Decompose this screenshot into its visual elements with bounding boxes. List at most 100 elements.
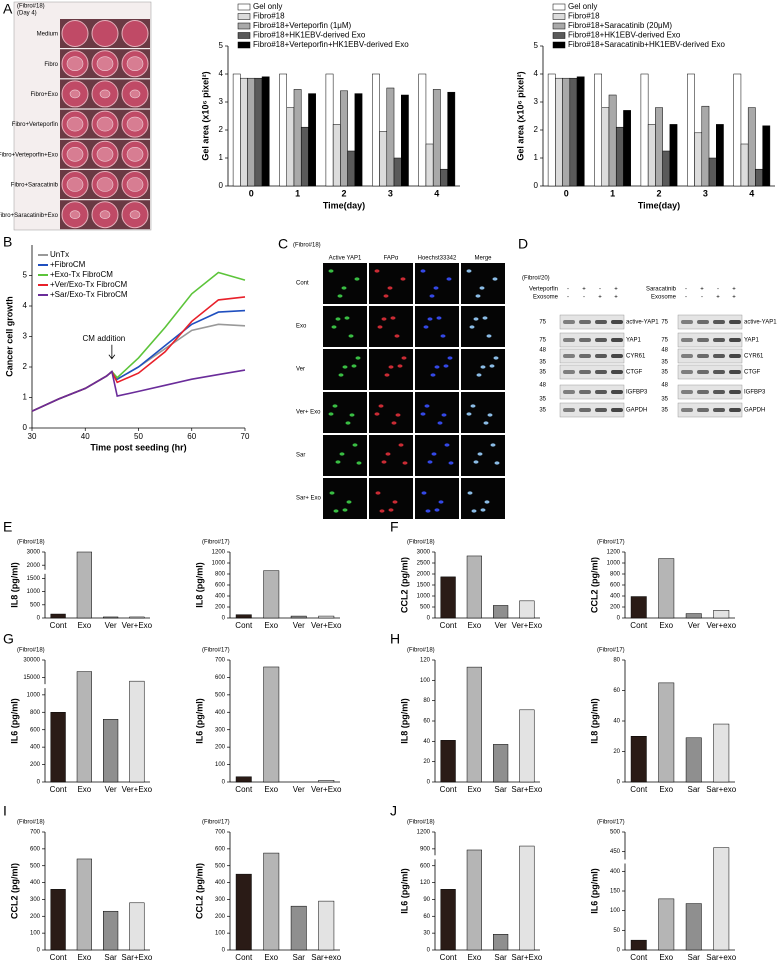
y-tick-label: 300 (30, 897, 41, 903)
mw-marker: 35 (661, 370, 668, 376)
cell (484, 500, 490, 504)
bar (318, 615, 335, 619)
cell (490, 443, 496, 447)
band-label: CTGF (744, 370, 761, 376)
micrograph (369, 306, 413, 347)
band-label: active-YAP1 (744, 320, 777, 326)
legend-label: Fibro#18+HK1EBV-derived Exo (568, 31, 681, 40)
bar (519, 600, 535, 619)
axis-break (621, 859, 629, 864)
y-tick-label: 2 (534, 125, 539, 134)
y-tick-label: 400 (30, 880, 41, 886)
x-tick-label: Ver (293, 621, 305, 630)
blot (677, 384, 743, 400)
row-label: Medium (37, 32, 58, 38)
bar (630, 939, 647, 951)
legend-label: Fibro#18+HK1EBV-derived Exo (253, 31, 366, 40)
bar (103, 719, 119, 783)
bar (685, 903, 702, 951)
micrograph (369, 478, 413, 519)
cell (489, 364, 495, 368)
y-tick-label: 500 (30, 602, 41, 608)
bar (76, 551, 92, 619)
bar (440, 740, 456, 783)
bar (733, 73, 742, 187)
band-label: CTGF (626, 370, 643, 376)
sign: - (599, 287, 601, 293)
x-axis-label: Time post seeding (hr) (90, 442, 186, 452)
mw-marker: 35 (661, 360, 668, 366)
cell (444, 443, 450, 447)
cell (342, 508, 348, 512)
blot (559, 314, 625, 330)
annotation-arrow (108, 344, 116, 360)
band (729, 354, 741, 358)
cell (346, 500, 352, 504)
band (713, 338, 725, 342)
y-tick-label: 1 (534, 153, 539, 162)
band (681, 354, 693, 358)
band (697, 320, 709, 324)
cell (395, 413, 401, 417)
band (697, 408, 709, 412)
cell (469, 325, 475, 329)
bar (658, 682, 675, 783)
legend-label: Fibro#18 (253, 12, 285, 21)
cell (385, 452, 391, 456)
y-tick-label: 0 (222, 780, 226, 786)
band (611, 354, 623, 358)
y-axis-label: IL8 (pg/ml) (194, 562, 204, 608)
y-tick-label: 60 (613, 688, 620, 694)
mw-marker: 35 (539, 408, 546, 414)
bar (747, 107, 756, 187)
bar (615, 126, 624, 187)
cell (388, 508, 394, 512)
row-label: Fibro+Verteporfin+Exo (0, 152, 59, 158)
bar (247, 77, 256, 187)
x-tick-label: 3 (703, 188, 708, 198)
legend-label: +Ver/Exo-Tx FibroCM (50, 280, 127, 289)
y-tick-label: 120 (420, 658, 431, 664)
y-tick-label: 200 (215, 914, 226, 920)
blot (559, 332, 625, 348)
cell (335, 460, 341, 464)
cell (329, 491, 335, 495)
y-tick-label: 120 (420, 880, 431, 886)
x-tick-label: 4 (434, 188, 439, 198)
band (595, 338, 607, 342)
y-tick-label: 600 (30, 846, 41, 852)
y-tick-label: 0 (427, 780, 431, 786)
band-label: YAP1 (744, 338, 760, 344)
x-tick-label: 40 (81, 432, 90, 441)
c-subtitle: (Fibro#18) (293, 243, 321, 249)
y-tick-label: 700 (30, 830, 41, 836)
micrograph (323, 349, 367, 390)
bar (701, 105, 710, 187)
y-tick-label: 20 (613, 749, 620, 755)
x-tick-label: 1 (610, 188, 615, 198)
cell (377, 325, 383, 329)
y-tick-label: 40 (613, 719, 620, 725)
y-tick-label: 5 (23, 271, 28, 280)
x-tick-label: Sar+Exo (511, 953, 542, 962)
x-tick-label: 70 (241, 432, 250, 441)
subtitle: (Fibro#17) (202, 648, 230, 654)
bar (594, 73, 602, 187)
sign: + (732, 287, 736, 293)
cell (431, 452, 437, 456)
y-tick-label: 500 (215, 692, 226, 698)
y-tick-label: 800 (215, 572, 226, 578)
micrograph (461, 306, 505, 347)
cell (446, 277, 452, 281)
gel (66, 56, 84, 72)
mw-marker: 35 (661, 397, 668, 403)
well (61, 20, 89, 47)
y-tick-label: 700 (215, 830, 226, 836)
row-label: Fibro+Exo (30, 92, 58, 98)
cell (466, 412, 472, 416)
cell (384, 373, 390, 377)
y-axis-label: IL6 (pg/ml) (9, 698, 19, 744)
x-tick-label: Sar+exo (311, 953, 342, 962)
y-tick-label: 4 (219, 69, 224, 78)
